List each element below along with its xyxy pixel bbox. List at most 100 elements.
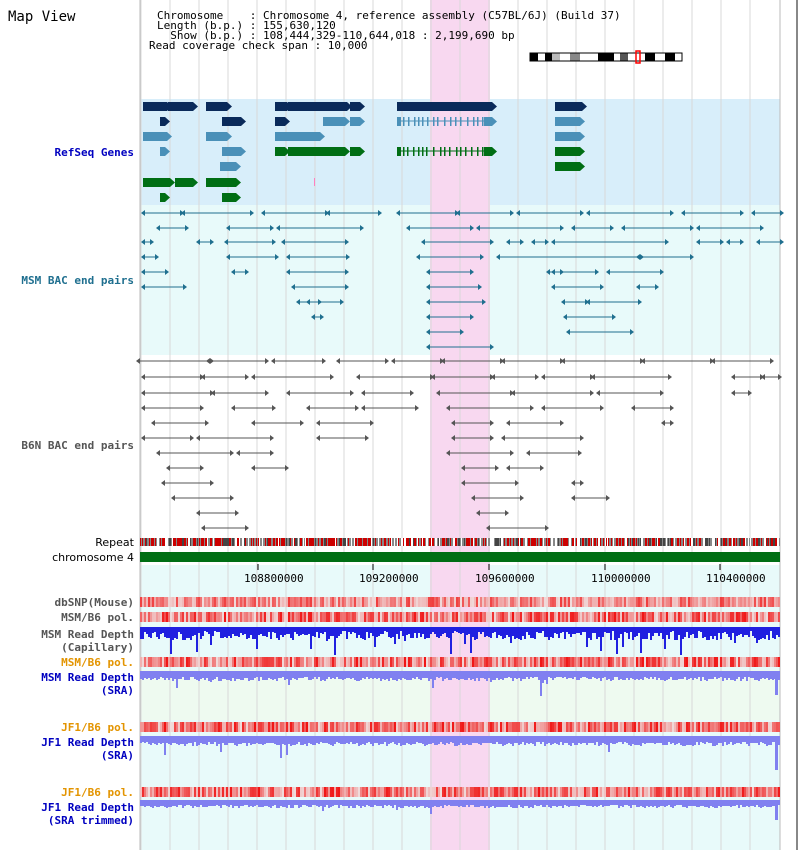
heat-cell bbox=[226, 787, 228, 797]
heat-cell bbox=[572, 612, 574, 622]
heat-cell bbox=[650, 612, 652, 622]
depth-bar bbox=[220, 677, 222, 681]
heat-cell bbox=[246, 597, 248, 607]
depth-bar bbox=[244, 742, 246, 743]
heat-cell bbox=[320, 612, 322, 622]
bac-end bbox=[501, 358, 505, 364]
heat-cell bbox=[326, 612, 328, 622]
heat-cell bbox=[312, 612, 314, 622]
heat-cell bbox=[690, 787, 692, 797]
heat-cell bbox=[274, 612, 276, 622]
heat-cell bbox=[554, 657, 556, 667]
heat-cell bbox=[384, 597, 386, 607]
repeat-element bbox=[306, 538, 308, 546]
repeat-element bbox=[197, 538, 198, 546]
repeat-element bbox=[417, 538, 418, 546]
depth-bar bbox=[470, 677, 472, 680]
heat-cell bbox=[620, 612, 622, 622]
heat-cell bbox=[148, 722, 150, 732]
heat-cell bbox=[416, 612, 418, 622]
depth-bar bbox=[354, 677, 356, 680]
depth-bar bbox=[730, 631, 732, 640]
depth-bar bbox=[252, 742, 254, 744]
heat-cell bbox=[546, 612, 548, 622]
depth-bar bbox=[554, 805, 556, 806]
bac-end bbox=[586, 210, 590, 216]
depth-bar bbox=[572, 631, 574, 634]
heat-cell bbox=[212, 612, 214, 622]
depth-bar bbox=[368, 677, 370, 679]
heat-cell bbox=[218, 787, 220, 797]
heat-cell bbox=[158, 657, 160, 667]
heat-cell bbox=[710, 597, 712, 607]
depth-bar bbox=[640, 742, 642, 746]
repeat-element bbox=[384, 538, 385, 546]
heat-cell bbox=[378, 612, 380, 622]
heat-cell bbox=[644, 722, 646, 732]
depth-bar bbox=[710, 805, 712, 806]
depth-bar bbox=[476, 805, 478, 807]
heat-cell bbox=[500, 787, 502, 797]
depth-bar bbox=[198, 742, 200, 745]
depth-bar bbox=[454, 805, 456, 806]
heat-cell bbox=[502, 722, 504, 732]
heat-cell bbox=[438, 597, 440, 607]
heat-cell bbox=[160, 612, 162, 622]
depth-bar bbox=[292, 742, 294, 745]
depth-bar bbox=[700, 677, 702, 681]
heat-cell bbox=[162, 722, 164, 732]
depth-bar bbox=[358, 742, 360, 746]
heat-cell bbox=[464, 657, 466, 667]
heat-cell bbox=[554, 722, 556, 732]
heat-cell bbox=[284, 597, 286, 607]
depth-bar bbox=[418, 677, 420, 679]
depth-bar bbox=[254, 631, 256, 639]
ideogram-band bbox=[620, 53, 628, 61]
repeat-element bbox=[140, 538, 141, 546]
heat-cell bbox=[290, 722, 292, 732]
heat-cell bbox=[292, 657, 294, 667]
heat-cell bbox=[764, 597, 766, 607]
depth-bar bbox=[538, 631, 540, 633]
heat-cell bbox=[612, 787, 614, 797]
heat-cell bbox=[432, 612, 434, 622]
depth-bar bbox=[238, 742, 240, 744]
depth-bar bbox=[296, 631, 298, 634]
bac-end bbox=[571, 495, 575, 501]
heat-cell bbox=[742, 597, 744, 607]
depth-bar bbox=[552, 805, 554, 806]
heat-cell bbox=[596, 722, 598, 732]
heat-cell bbox=[376, 722, 378, 732]
depth-bar bbox=[318, 631, 320, 638]
depth-bar bbox=[232, 677, 234, 678]
heat-cell bbox=[776, 657, 778, 667]
depth-bar bbox=[568, 677, 570, 678]
depth-bar bbox=[775, 671, 778, 695]
depth-bar bbox=[484, 805, 486, 808]
depth-bar bbox=[690, 742, 692, 745]
gene-exon bbox=[449, 147, 451, 156]
depth-bar bbox=[482, 742, 484, 743]
depth-bar bbox=[534, 631, 536, 639]
depth-bar bbox=[238, 631, 240, 637]
depth-bar bbox=[400, 742, 402, 746]
heat-cell bbox=[604, 722, 606, 732]
heat-cell bbox=[602, 722, 604, 732]
heat-cell bbox=[320, 722, 322, 732]
heat-cell bbox=[512, 657, 514, 667]
depth-bar bbox=[600, 677, 602, 681]
heat-cell bbox=[640, 597, 642, 607]
heat-cell bbox=[396, 612, 398, 622]
depth-bar bbox=[500, 805, 502, 807]
bac-end bbox=[196, 239, 200, 245]
heat-cell bbox=[320, 787, 322, 797]
depth-bar bbox=[658, 805, 660, 807]
depth-bar bbox=[240, 631, 242, 633]
heat-cell bbox=[518, 657, 520, 667]
depth-bar bbox=[420, 742, 422, 743]
depth-bar bbox=[396, 805, 398, 810]
depth-bar bbox=[284, 805, 286, 807]
depth-bar bbox=[194, 631, 196, 635]
depth-bar bbox=[618, 631, 620, 638]
